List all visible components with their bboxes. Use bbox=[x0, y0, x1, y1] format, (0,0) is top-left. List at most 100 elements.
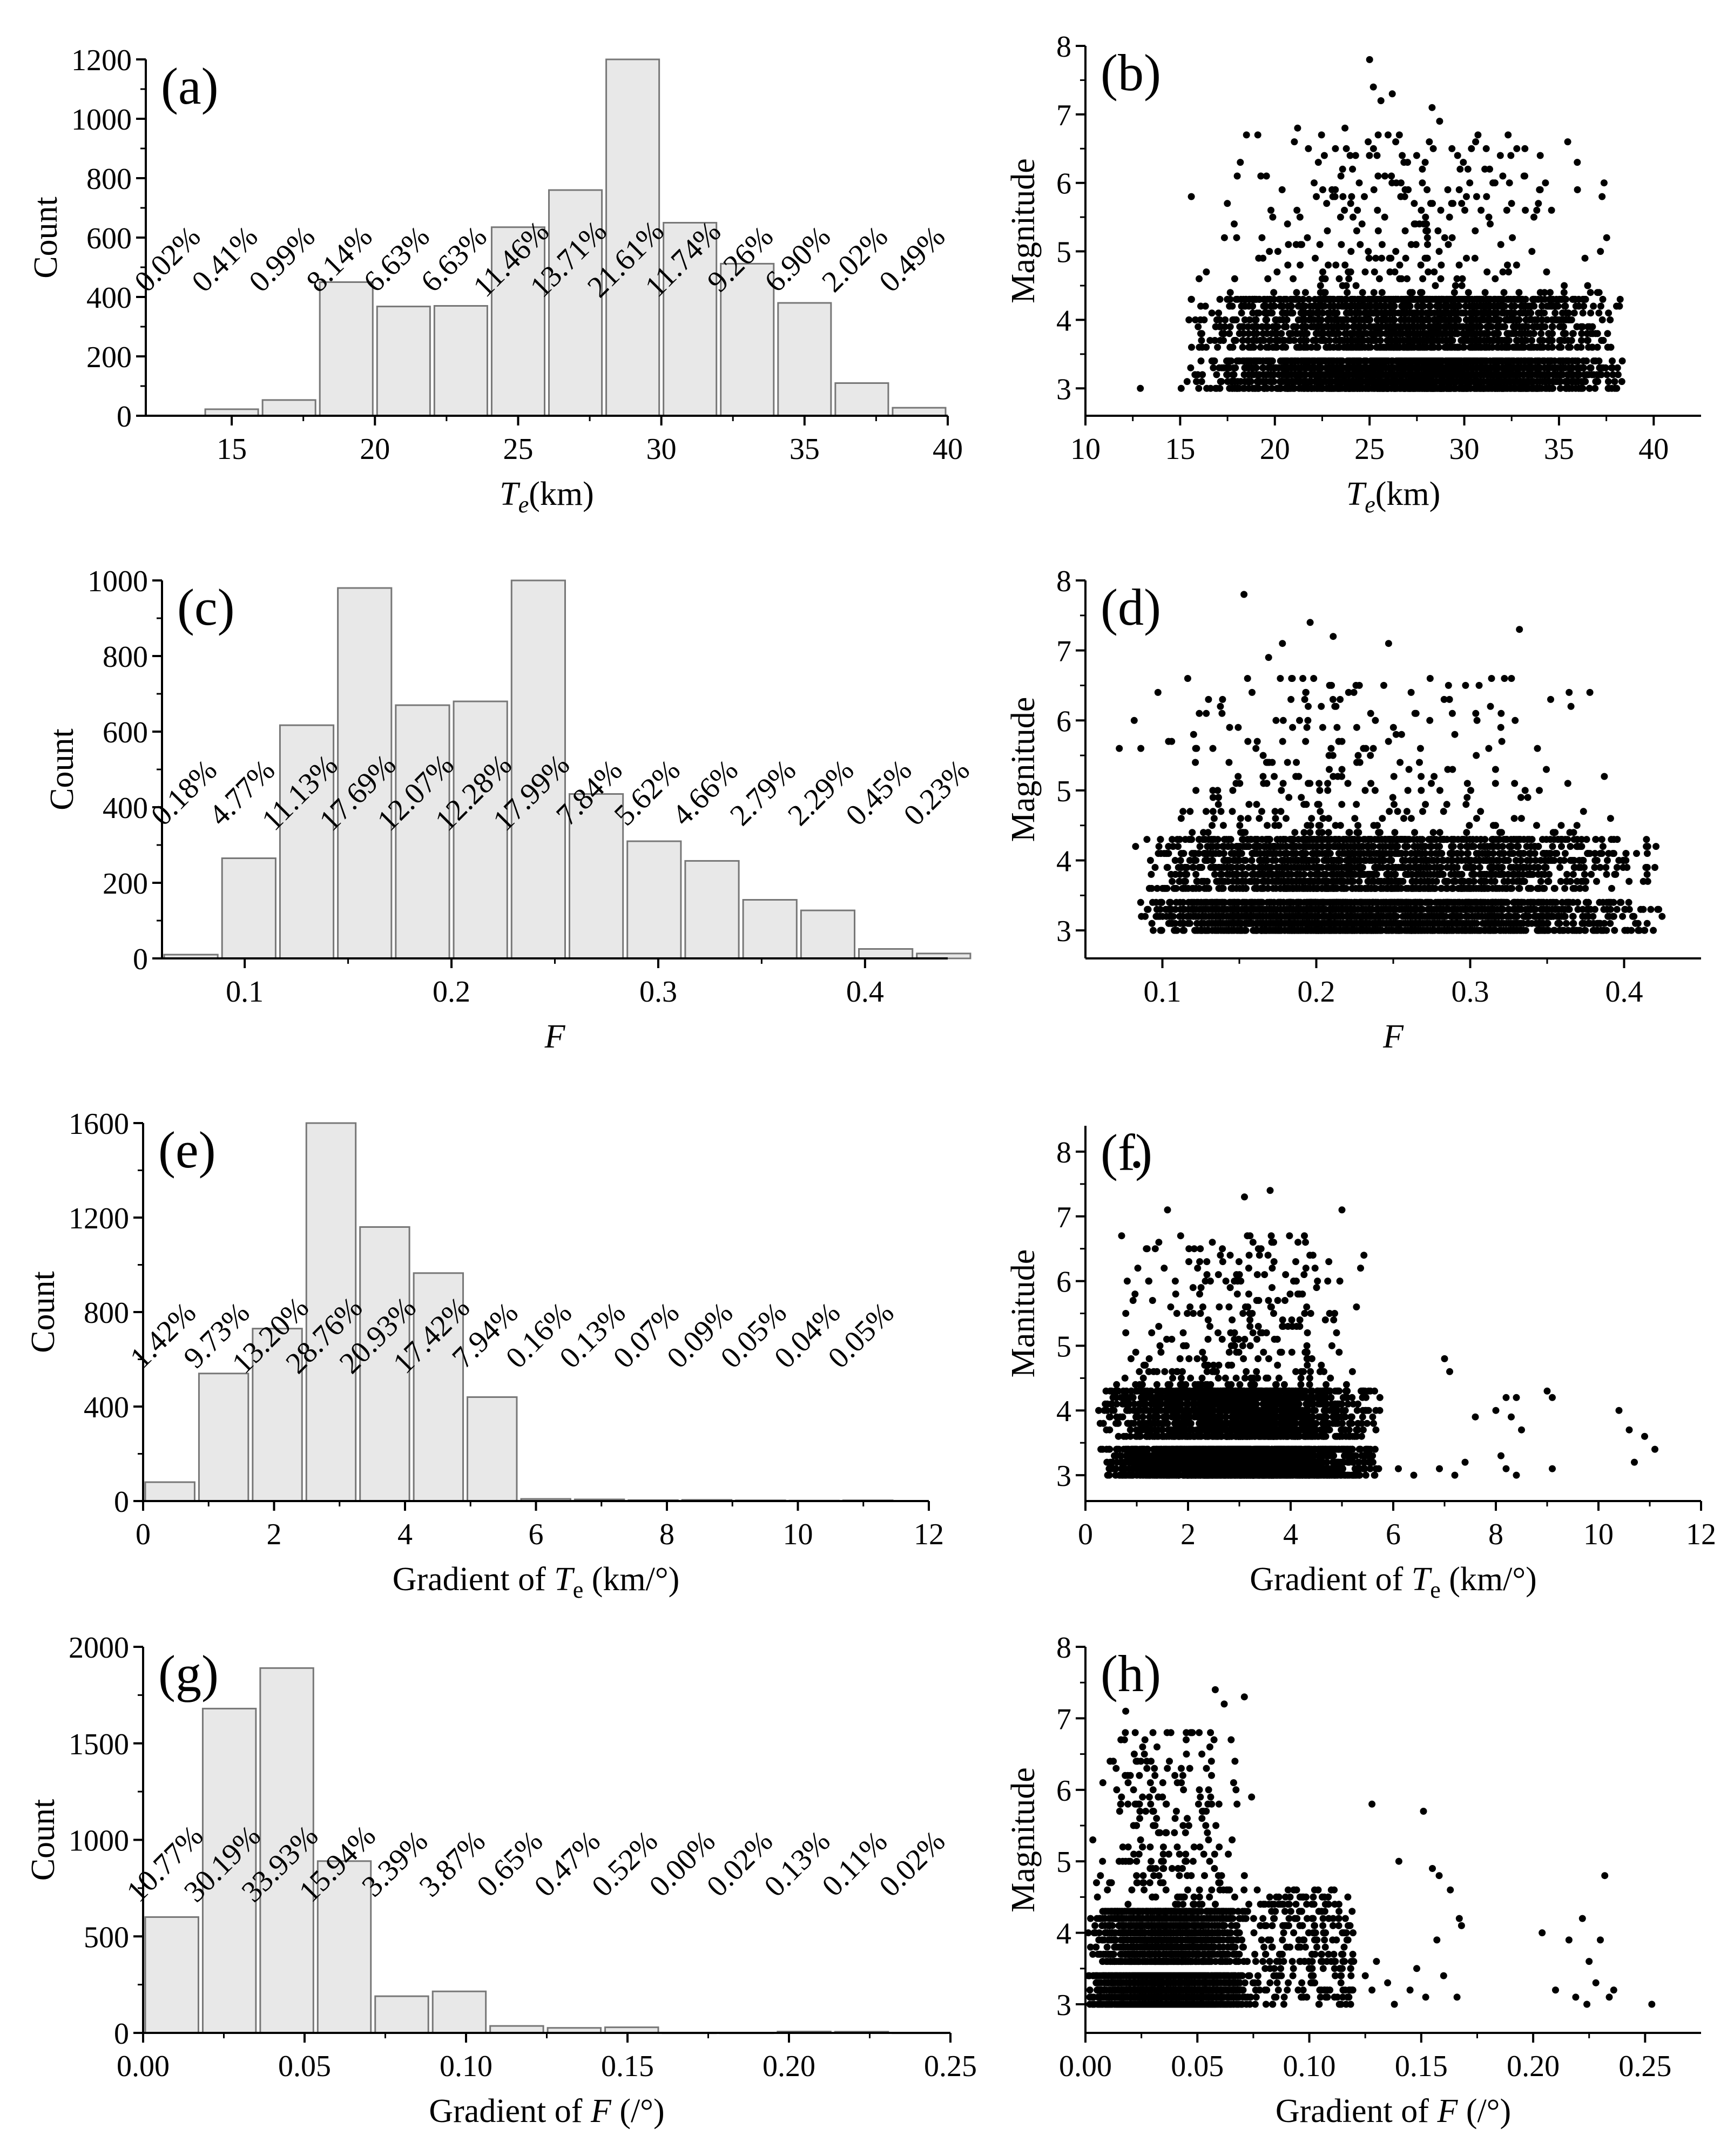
data-point bbox=[1382, 295, 1389, 303]
data-point bbox=[1452, 282, 1459, 289]
data-point bbox=[1505, 337, 1513, 344]
data-point bbox=[1614, 364, 1621, 371]
data-point bbox=[1448, 234, 1456, 241]
data-point bbox=[1500, 295, 1507, 303]
data-point bbox=[1447, 378, 1455, 386]
data-point bbox=[1278, 330, 1285, 337]
data-point bbox=[1594, 289, 1601, 296]
data-point bbox=[1418, 289, 1426, 296]
data-point bbox=[1454, 295, 1462, 303]
data-point bbox=[1328, 357, 1335, 364]
data-point bbox=[1534, 343, 1541, 351]
data-point bbox=[1419, 179, 1426, 187]
data-point bbox=[1287, 330, 1294, 337]
data-point bbox=[1229, 343, 1237, 351]
data-point bbox=[1324, 343, 1331, 351]
data-point bbox=[1595, 309, 1603, 317]
histogram-bar bbox=[892, 407, 947, 417]
data-point bbox=[1210, 357, 1217, 364]
data-point bbox=[1311, 295, 1319, 303]
data-point bbox=[1427, 200, 1434, 207]
data-point bbox=[1353, 227, 1360, 234]
data-point bbox=[1556, 337, 1563, 344]
data-point bbox=[1355, 323, 1363, 330]
data-point bbox=[1455, 186, 1463, 193]
data-point bbox=[1388, 323, 1396, 330]
data-point bbox=[1278, 186, 1286, 193]
data-point bbox=[1561, 330, 1569, 337]
data-point bbox=[1578, 337, 1585, 344]
data-point bbox=[1220, 234, 1228, 241]
data-point bbox=[1194, 371, 1202, 379]
data-point bbox=[1324, 316, 1331, 323]
y-axis-label: Count bbox=[44, 728, 80, 810]
data-point bbox=[1571, 378, 1578, 386]
data-point bbox=[1195, 323, 1202, 330]
data-point bbox=[1355, 179, 1363, 187]
data-point bbox=[1371, 268, 1378, 276]
data-point bbox=[1354, 206, 1361, 214]
data-point bbox=[1410, 316, 1418, 323]
data-point bbox=[1388, 364, 1396, 371]
data-point bbox=[1407, 241, 1415, 248]
data-point bbox=[1372, 337, 1379, 344]
histogram-bar bbox=[858, 948, 914, 959]
data-point bbox=[1499, 302, 1506, 310]
data-point bbox=[1431, 295, 1439, 303]
data-point bbox=[1591, 384, 1599, 392]
data-point bbox=[1239, 343, 1246, 351]
data-point bbox=[1508, 200, 1515, 207]
data-point bbox=[1466, 343, 1474, 351]
data-point bbox=[1373, 309, 1381, 317]
data-point bbox=[1442, 371, 1449, 379]
data-point bbox=[1514, 295, 1521, 303]
data-point bbox=[1321, 323, 1329, 330]
y-tick-label: 600 bbox=[86, 222, 132, 255]
data-point bbox=[1611, 927, 1618, 934]
data-point bbox=[1273, 268, 1281, 276]
data-point bbox=[1326, 378, 1333, 386]
data-point bbox=[1506, 316, 1513, 323]
y-axis-label: Count bbox=[28, 197, 64, 279]
data-point bbox=[1351, 378, 1358, 386]
data-point bbox=[1230, 371, 1238, 379]
data-point bbox=[1574, 159, 1581, 166]
data-point bbox=[1373, 152, 1381, 159]
data-point bbox=[1377, 97, 1385, 104]
data-point bbox=[1460, 330, 1468, 337]
data-point bbox=[1198, 330, 1205, 337]
data-point bbox=[1564, 138, 1571, 146]
data-point bbox=[1301, 289, 1309, 296]
data-point bbox=[1330, 302, 1338, 310]
data-point bbox=[1203, 384, 1211, 392]
data-point bbox=[1304, 384, 1312, 392]
data-point bbox=[1607, 316, 1614, 323]
data-point bbox=[1258, 234, 1266, 241]
histogram-bar bbox=[376, 306, 431, 417]
data-point bbox=[1251, 323, 1258, 330]
data-point bbox=[1257, 172, 1265, 180]
data-point bbox=[1549, 330, 1556, 337]
data-point bbox=[1249, 309, 1257, 317]
data-point bbox=[1483, 268, 1491, 276]
x-axis-label: F bbox=[544, 1018, 566, 1055]
data-point bbox=[1224, 371, 1231, 379]
data-point bbox=[1416, 343, 1424, 351]
data-point bbox=[1565, 357, 1573, 364]
data-point bbox=[1486, 302, 1493, 310]
panel-label: (c) bbox=[177, 578, 235, 636]
data-point bbox=[1188, 295, 1195, 303]
data-point bbox=[1315, 316, 1323, 323]
data-point bbox=[1392, 295, 1399, 303]
data-point bbox=[1420, 330, 1427, 337]
data-point bbox=[1643, 850, 1651, 857]
data-point bbox=[1245, 302, 1253, 310]
data-point bbox=[1597, 302, 1604, 310]
data-point bbox=[1419, 165, 1426, 173]
data-point bbox=[1485, 364, 1492, 371]
data-point bbox=[1444, 186, 1452, 193]
data-point bbox=[1575, 302, 1583, 310]
data-point bbox=[1492, 309, 1500, 317]
data-point bbox=[1402, 254, 1409, 262]
data-point bbox=[1579, 323, 1587, 330]
